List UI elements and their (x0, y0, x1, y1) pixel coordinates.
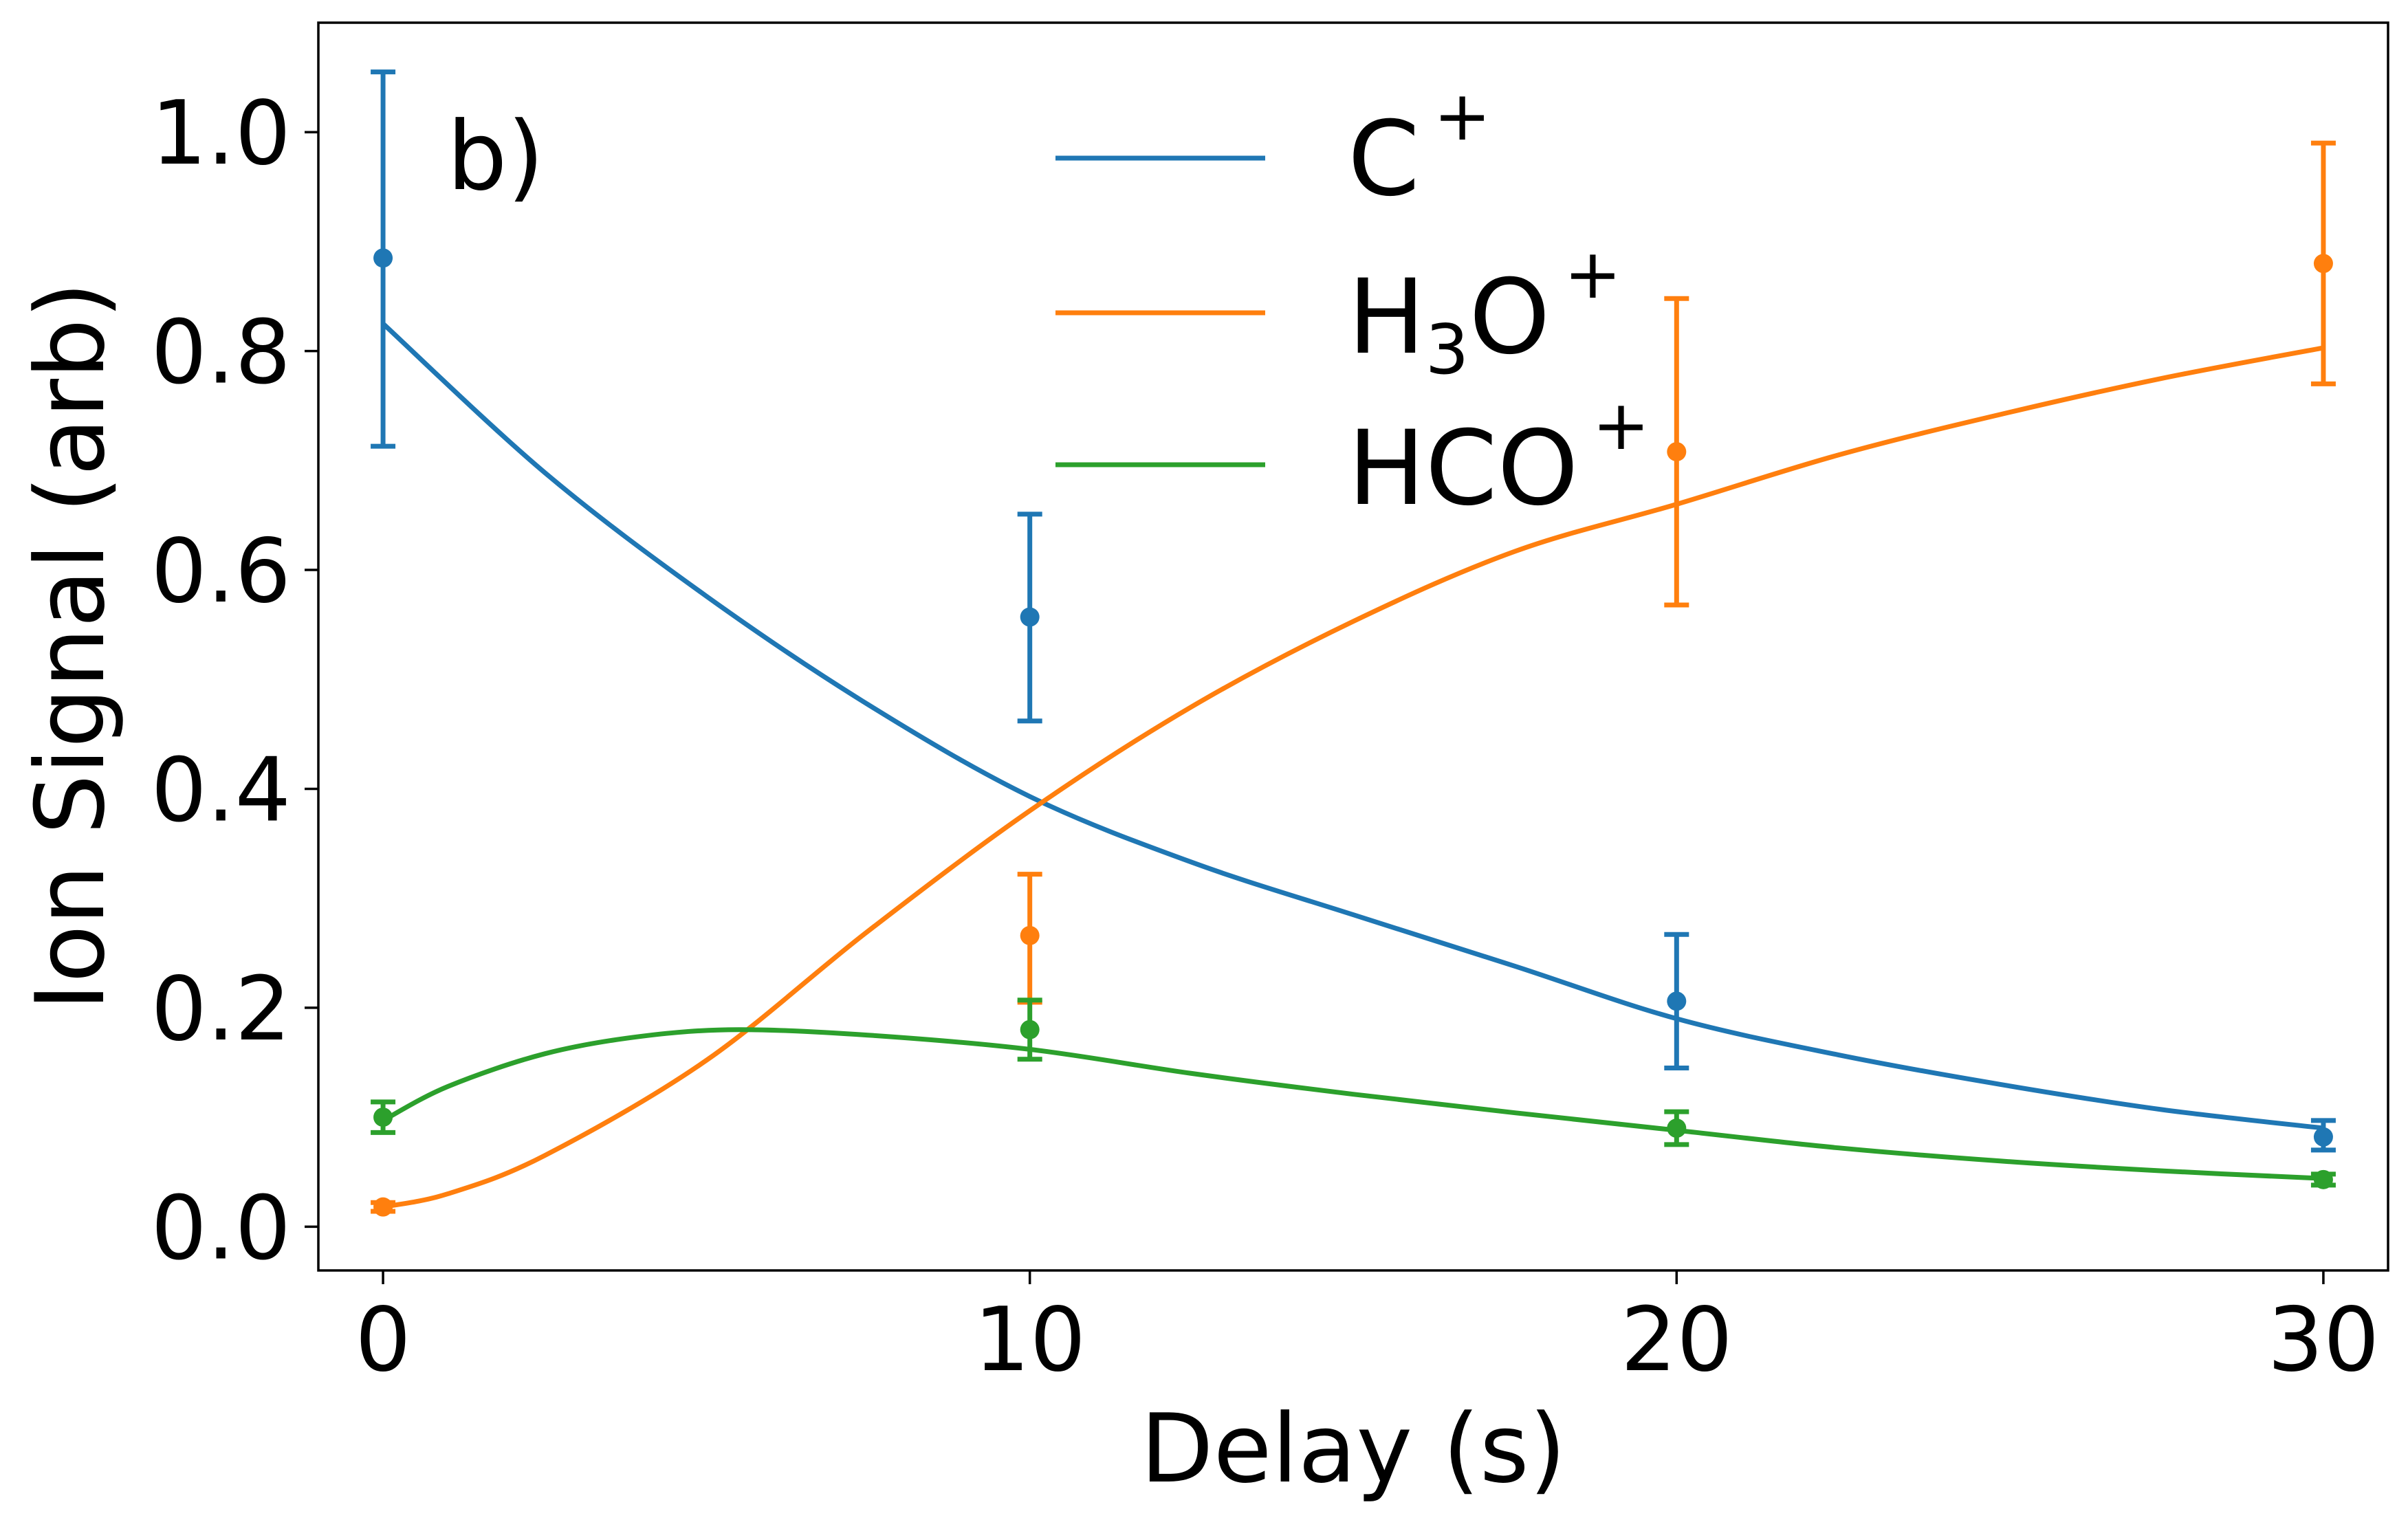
fit-line-h3o-plus (382, 345, 2324, 1210)
legend-label-hco-plus-sup: + (1592, 385, 1650, 465)
legend-label-c-plus: C + (1348, 76, 1491, 219)
y-tick-label-5: 1.0 (151, 82, 291, 185)
x-tick-label-0: 0 (355, 1289, 411, 1391)
legend-label-h3o-plus: H3O + (1348, 234, 1621, 390)
legend-label-hco-plus: HCO + (1348, 385, 1650, 529)
legend-label-hco-plus-name: HCO (1348, 409, 1579, 529)
legend-label-h3o-plus-sup: + (1564, 234, 1622, 314)
legend: C + H3O + HCO + (1055, 76, 1650, 529)
data-point-hco-plus-3 (2313, 1169, 2333, 1189)
data-point-h3o-plus-0 (373, 1197, 393, 1217)
plot-area (371, 69, 2336, 1217)
panel-label: b) (447, 101, 544, 212)
x-tick-label-2: 20 (1621, 1289, 1733, 1391)
data-point-c-plus-1 (1020, 607, 1040, 627)
data-point-hco-plus-0 (373, 1108, 393, 1127)
data-point-hco-plus-1 (1020, 1020, 1040, 1039)
x-axis-label: Delay (s) (1140, 1394, 1566, 1504)
x-tick-label-3: 30 (2268, 1289, 2380, 1391)
y-tick-label-0: 0.0 (151, 1177, 291, 1279)
x-tick-label-1: 10 (974, 1289, 1086, 1391)
data-point-h3o-plus-1 (1020, 925, 1040, 945)
legend-label-h3o-plus-sub: 3 (1425, 309, 1469, 390)
data-point-h3o-plus-3 (2313, 254, 2333, 274)
legend-label-c-plus-name: C (1348, 100, 1420, 219)
y-tick-label-2: 0.4 (151, 739, 291, 841)
y-tick-label-4: 0.8 (151, 302, 291, 404)
legend-label-h3o-plus-o: O (1469, 258, 1550, 377)
data-point-c-plus-3 (2313, 1127, 2333, 1147)
y-axis-label: Ion Signal (arb) (15, 282, 126, 1011)
y-tick-label-3: 0.6 (151, 520, 291, 623)
fit-line-c-plus (381, 322, 2324, 1131)
plot-frame (317, 21, 2389, 1272)
data-point-c-plus-0 (373, 248, 393, 268)
data-point-hco-plus-2 (1667, 1119, 1687, 1138)
axes-ticks: 0 10 20 30 0.0 0.2 0.4 0.6 0.8 1.0 (151, 82, 2379, 1391)
legend-label-c-plus-sup: + (1434, 76, 1491, 156)
data-point-c-plus-2 (1667, 991, 1687, 1011)
data-point-h3o-plus-2 (1667, 442, 1687, 462)
legend-label-h3o-plus-h: H (1348, 258, 1425, 377)
fit-line-hco-plus (382, 1027, 2324, 1181)
y-tick-label-1: 0.2 (151, 958, 291, 1061)
